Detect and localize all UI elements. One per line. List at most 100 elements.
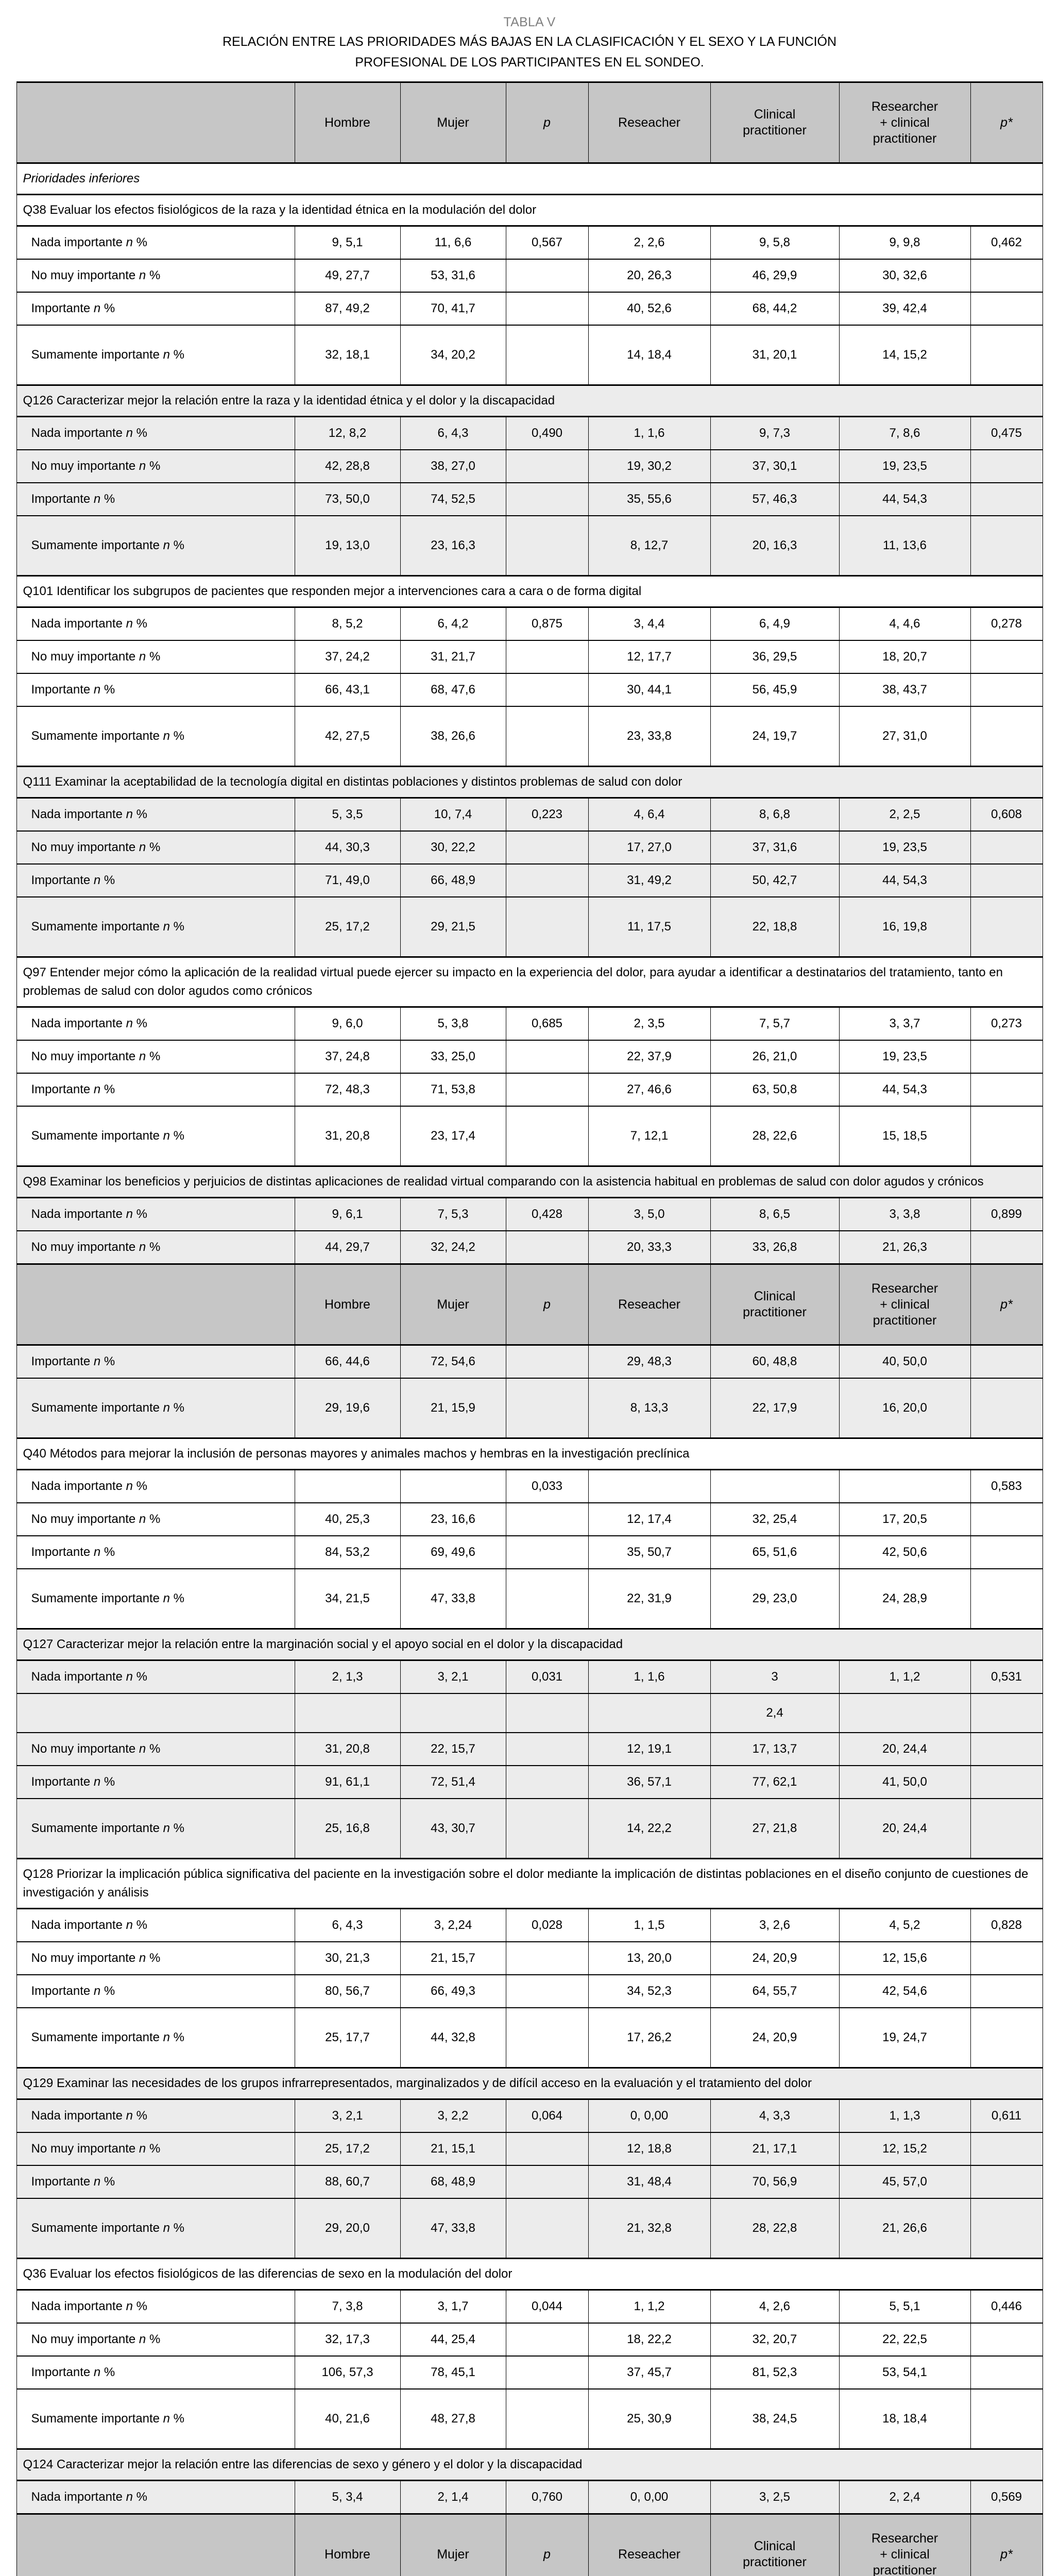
cell-clinical: 21, 17,1 <box>710 2132 840 2166</box>
table-row: Nada importante n % 8, 5,2 6, 4,2 0,875 3, 4… <box>16 606 1043 641</box>
row-label: Importante n % <box>16 1974 295 2008</box>
cell-hombre: 5, 3,4 <box>294 2480 401 2515</box>
table-row: Sumamente importante n % 34, 21,5 47, 33,8… <box>16 1568 1043 1630</box>
cell-p-star <box>970 1535 1043 1569</box>
table-row: No muy importante n % 49, 27,7 53, 31,6 20,… <box>16 259 1043 293</box>
table-row: No muy importante n % 40, 25,3 23, 16,6 12,… <box>16 1502 1043 1536</box>
table-row: No muy importante n % 25, 17,2 21, 15,1 12,… <box>16 2132 1043 2166</box>
cell-p <box>505 2355 589 2389</box>
cell-hombre: 12, 8,2 <box>294 416 401 450</box>
p-symbol: p <box>543 1297 551 1312</box>
cell-researcher-clinical: 14, 15,2 <box>839 325 971 386</box>
n-symbol: n <box>163 2030 170 2044</box>
cell-mujer: 43, 30,7 <box>400 1798 506 1859</box>
cell-mujer: 47, 33,8 <box>400 1568 506 1630</box>
n-symbol: n <box>93 873 101 887</box>
cell-researcher-clinical: 2, 2,5 <box>839 797 971 832</box>
resclin-line-1: Researcher <box>871 2531 938 2546</box>
cell-hombre: 31, 20,8 <box>294 1732 401 1766</box>
n-symbol: n <box>126 235 133 249</box>
column-header-clinical-practitioner: Clinical practitioner <box>710 1263 840 1346</box>
table-row: Nada importante n % 7, 3,8 3, 1,7 0,044 1, 1… <box>16 2289 1043 2324</box>
cell-clinical: 28, 22,6 <box>710 1106 840 1167</box>
cell-p-star: 0,899 <box>970 1197 1043 1231</box>
cell-clinical: 3, 2,6 <box>710 1908 840 1942</box>
cell-hombre <box>294 1693 401 1733</box>
cell-mujer: 74, 52,5 <box>400 482 506 516</box>
cell-researcher <box>588 1469 711 1503</box>
cell-hombre: 80, 56,7 <box>294 1974 401 2008</box>
column-header-p: p <box>505 81 589 164</box>
cell-mujer: 70, 41,7 <box>400 292 506 326</box>
cell-hombre: 34, 21,5 <box>294 1568 401 1630</box>
cell-researcher-clinical: 44, 54,3 <box>839 863 971 897</box>
cell-researcher-clinical: 44, 54,3 <box>839 1073 971 1107</box>
cell-p-star <box>970 515 1043 577</box>
clinical-line-1: Clinical <box>754 2539 796 2553</box>
row-label: Sumamente importante n % <box>16 896 295 958</box>
row-label: No muy importante n % <box>16 1040 295 1074</box>
cell-researcher-clinical: 7, 8,6 <box>839 416 971 450</box>
table-body: Hombre Mujer p Reseacher Clinical practitione… <box>16 81 1043 2576</box>
cell-clinical: 81, 52,3 <box>710 2355 840 2389</box>
cell-mujer: 32, 24,2 <box>400 1230 506 1265</box>
cell-researcher: 17, 27,0 <box>588 831 711 865</box>
cell-p <box>505 325 589 386</box>
cell-researcher-clinical: 21, 26,3 <box>839 1230 971 1265</box>
table-row: Nada importante n % 0,033 0,583 <box>16 1469 1043 1503</box>
row-label: Sumamente importante n % <box>16 1106 295 1167</box>
resclin-line-2: + clinical <box>880 115 930 130</box>
cell-clinical: 8, 6,8 <box>710 797 840 832</box>
table-row: Nada importante n % 2, 1,3 3, 2,1 0,031 1, 1… <box>16 1659 1043 1694</box>
cell-p-star <box>970 2198 1043 2259</box>
cell-researcher: 22, 31,9 <box>588 1568 711 1630</box>
cell-researcher-clinical: 44, 54,3 <box>839 482 971 516</box>
table-number: TABLA V <box>503 15 556 29</box>
table-row: Sumamente importante n % 31, 20,8 23, 17,4… <box>16 1106 1043 1167</box>
cell-mujer: 30, 22,2 <box>400 831 506 865</box>
n-symbol: n <box>163 348 170 362</box>
cell-p-star <box>970 1230 1043 1265</box>
table-row: Nada importante n % 3, 2,1 3, 2,2 0,064 0, 0… <box>16 2098 1043 2133</box>
table-row: Importante n % 80, 56,7 66, 49,3 34, 52,3 64… <box>16 1974 1043 2008</box>
row-label: Importante n % <box>16 1073 295 1107</box>
cell-p <box>505 292 589 326</box>
cell-hombre: 40, 25,3 <box>294 1502 401 1536</box>
cell-researcher: 22, 37,9 <box>588 1040 711 1074</box>
cell-researcher-clinical <box>839 1469 971 1503</box>
cell-hombre: 71, 49,0 <box>294 863 401 897</box>
cell-researcher: 36, 57,1 <box>588 1765 711 1799</box>
cell-researcher-clinical <box>839 1693 971 1733</box>
table-row: Importante n % 66, 44,6 72, 54,6 29, 48,3 60… <box>16 1344 1043 1379</box>
n-symbol: n <box>126 2490 133 2504</box>
survey-priorities-table: Hombre Mujer p Reseacher Clinical practitione… <box>16 81 1043 2576</box>
cell-mujer: 3, 1,7 <box>400 2289 506 2324</box>
column-header-blank <box>16 1263 295 1346</box>
cell-researcher: 1, 1,2 <box>588 2289 711 2324</box>
cell-p <box>505 863 589 897</box>
question-title-text: Q97 Entender mejor cómo la aplicación de… <box>16 956 1043 1008</box>
table-row: Sumamente importante n % 25, 17,7 44, 32,8… <box>16 2007 1043 2069</box>
cell-clinical: 29, 23,0 <box>710 1568 840 1630</box>
table-row: Nada importante n % 6, 4,3 3, 2,24 0,028 1, … <box>16 1908 1043 1942</box>
cell-p <box>505 515 589 577</box>
table-row: Sumamente importante n % 32, 18,1 34, 20,2… <box>16 325 1043 386</box>
cell-p-star <box>970 292 1043 326</box>
table-row: Importante n % 87, 49,2 70, 41,7 40, 52,6 68… <box>16 292 1043 326</box>
row-label: Nada importante n % <box>16 1469 295 1503</box>
cell-mujer: 33, 25,0 <box>400 1040 506 1074</box>
cell-researcher-clinical: 4, 4,6 <box>839 606 971 641</box>
cell-mujer: 72, 51,4 <box>400 1765 506 1799</box>
cell-p-star <box>970 1106 1043 1167</box>
cell-clinical: 68, 44,2 <box>710 292 840 326</box>
question-title-text: Q101 Identificar los subgrupos de pacien… <box>16 575 1043 608</box>
column-header-p: p <box>505 2513 589 2576</box>
cell-researcher: 1, 1,5 <box>588 1908 711 1942</box>
cell-mujer: 2, 1,4 <box>400 2480 506 2515</box>
cell-p-star <box>970 1073 1043 1107</box>
cell-p-star <box>970 259 1043 293</box>
n-symbol: n <box>139 2142 146 2156</box>
n-symbol: n <box>126 1670 133 1684</box>
cell-mujer: 66, 48,9 <box>400 863 506 897</box>
cell-p <box>505 1732 589 1766</box>
